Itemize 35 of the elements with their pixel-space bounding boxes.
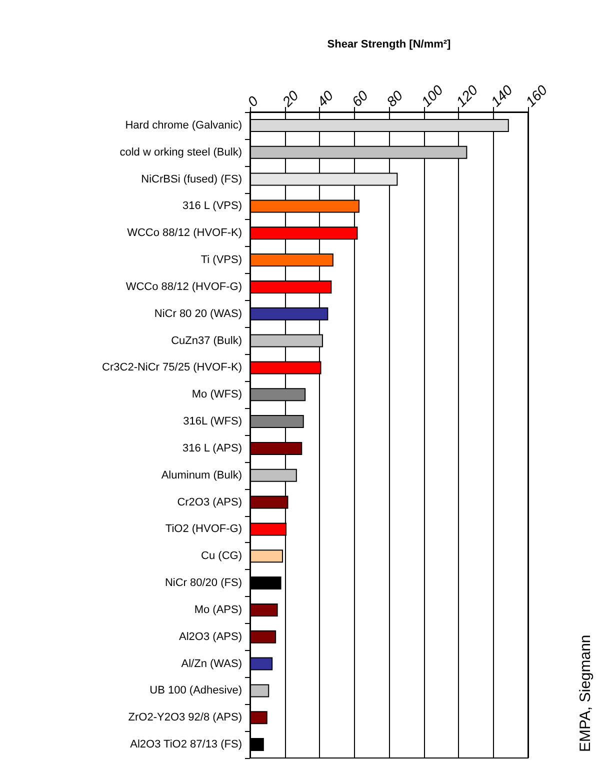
y-tick-label: TiO2 (HVOF-G) [165,523,242,536]
x-tick-label: 100 [418,82,446,110]
x-tick-label: 20 [278,87,302,110]
y-tick-label: Al/Zn (WAS) [181,658,242,670]
y-tick-label: Ti (VPS) [200,254,242,266]
y-tick-label: UB 100 (Adhesive) [150,684,242,697]
x-tick-label: 80 [383,87,406,110]
x-tick-label: 0 [244,92,262,110]
y-tick-label: Al2O3 (APS) [179,630,242,643]
y-tick-label: WCCo 88/12 (HVOF-G) [126,280,242,293]
text: EMPA, Siegmann [577,634,594,752]
y-tick-label: Cr3C2-NiCr 75/25 (HVOF-K) [102,362,242,374]
y-tick-label: NiCrBSi (fused) (FS) [141,173,242,186]
x-tick-label: 140 [488,82,516,110]
y-tick-label: CuZn37 (Bulk) [171,334,242,347]
y-tick-label: Mo (APS) [194,604,242,616]
y-tick-label: Hard chrome (Galvanic) [125,119,242,132]
y-tick-label: Al2O3 TiO2 87/13 (FS) [130,738,242,751]
x-axis-title: Shear Strength [N/mm²] [327,38,452,50]
x-tick-label: 120 [452,82,481,110]
y-tick-label: ZrO2-Y2O3 92/8 (APS) [128,712,242,724]
y-tick-label: cold w orking steel (Bulk) [120,146,242,158]
y-tick-label: Mo (WFS) [192,388,242,401]
y-tick-label: NiCr 80/20 (FS) [164,577,242,590]
y-tick-label: 316L (WFS) [183,416,242,428]
y-tick-label: NiCr 80 20 (WAS) [154,308,242,320]
y-tick-label: Cr2O3 (APS) [177,496,242,508]
y-tick-label: 316 L (VPS) [182,200,242,212]
x-tick-label: 160 [522,82,550,110]
y-tick-label: WCCo 88/12 (HVOF-K) [127,227,242,240]
x-tick-label: 40 [314,87,336,110]
x-tick-label: 60 [348,87,372,110]
y-tick-label: Aluminum (Bulk) [161,469,242,482]
y-tick-label: 316 L (APS) [182,442,242,454]
y-tick-label: Cu (CG) [201,550,242,562]
